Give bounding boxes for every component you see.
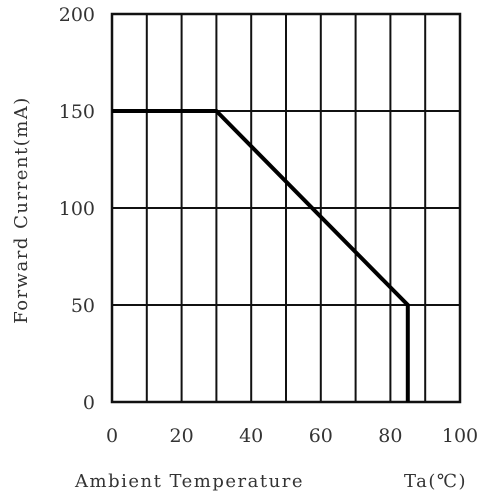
x-tick-label: 20 [170,425,194,447]
y-tick-label: 100 [59,198,95,220]
x-tick-label: 80 [378,425,402,447]
x-axis-unit: Ta(℃) [404,471,467,492]
y-axis-tick-labels: 0 50 100 150 200 [59,4,95,414]
x-tick-label: 40 [239,425,263,447]
x-axis-tick-labels: 0 20 40 60 80 100 [106,425,478,447]
x-tick-label: 60 [309,425,333,447]
y-tick-label: 50 [71,295,95,317]
plot-area-frame [110,12,462,404]
x-axis-title: Ambient Temperature [74,471,304,492]
y-tick-label: 0 [83,392,95,414]
chart-series [112,109,410,402]
y-tick-label: 150 [59,101,95,123]
x-tick-label: 100 [442,425,478,447]
x-tick-label: 0 [106,425,118,447]
y-axis-title: Forward Current(mA) [11,96,32,324]
derating-curve [112,109,410,402]
y-tick-label: 200 [59,4,95,26]
